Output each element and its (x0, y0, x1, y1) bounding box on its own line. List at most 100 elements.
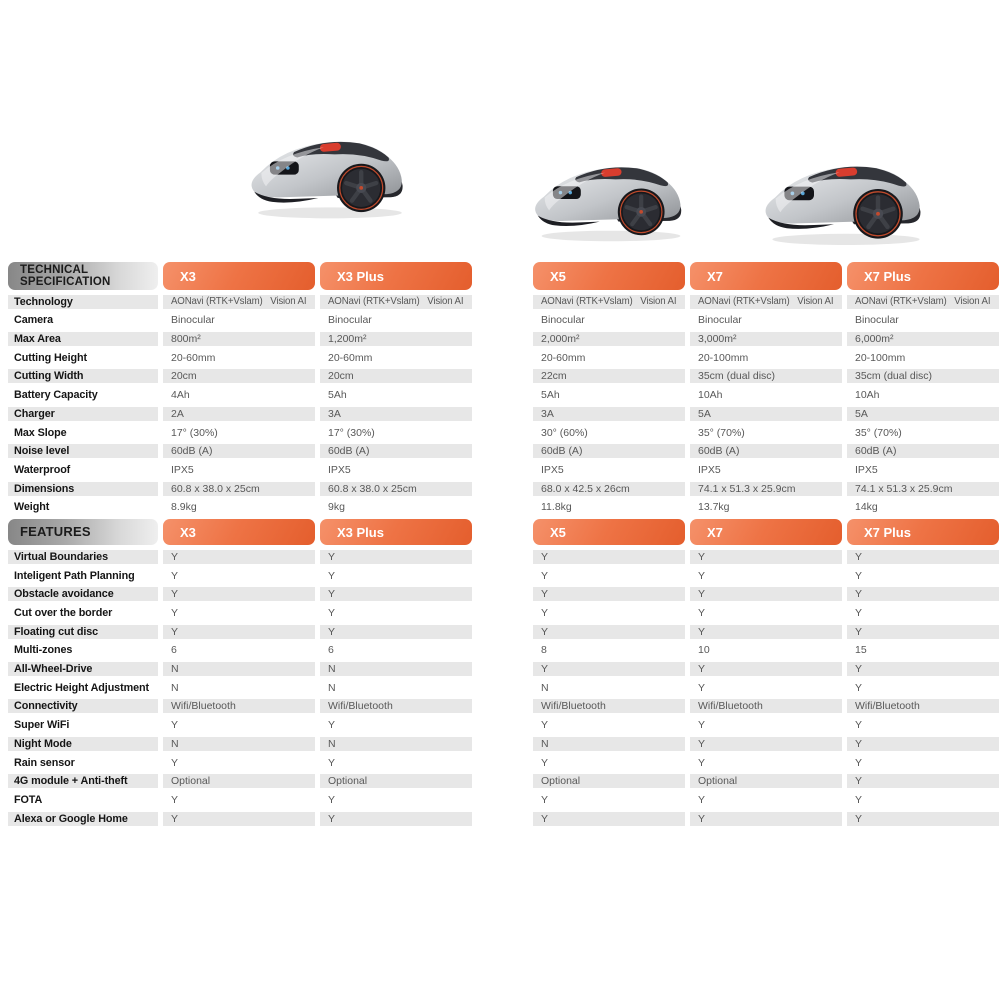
spec-value: 35° (70%) (855, 426, 902, 439)
spec-value: Y (533, 662, 685, 677)
spec-value: N (328, 681, 336, 694)
row-label: Cut over the border (14, 607, 113, 619)
spec-value: Y (163, 587, 315, 602)
spec-value: Wifi/Bluetooth (533, 699, 685, 714)
column-group-gap (477, 625, 528, 639)
spec-value: 3A (320, 406, 472, 421)
row-label: Technology (8, 294, 158, 309)
spec-value: 20-100mm (698, 351, 749, 364)
spec-value: Y (541, 719, 549, 732)
column-group-gap (477, 262, 528, 290)
spec-value: 6,000m² (847, 332, 999, 347)
technical-specification-table: TECHNICAL SPECIFICATION X3 X3 Plus X5 X7 X7 … (0, 262, 999, 514)
spec-value: Y (690, 811, 842, 826)
spec-value: 35cm (dual disc) (847, 369, 999, 384)
row-label: Virtual Boundaries (8, 549, 158, 564)
row-label: Noise level (8, 444, 158, 459)
row-label: Multi-zones (14, 644, 73, 657)
column-header-x7: X7 (690, 519, 842, 546)
spec-value: Y (533, 549, 685, 564)
spec-value: Y (320, 549, 472, 564)
row-label: Floating cut disc (8, 624, 158, 639)
row-label: Charger (8, 406, 158, 421)
spec-value: Wifi/Bluetooth (320, 699, 472, 714)
column-group-gap (477, 643, 528, 657)
spec-value: 1,200m² (320, 332, 472, 347)
row-label: 4G module + Anti-theft (8, 774, 158, 789)
spec-value: AONavi (RTK+Vslam) Vision AI (320, 294, 472, 309)
spec-value: 60.8 x 38.0 x 25cm (163, 481, 315, 496)
spec-value: 35° (70%) (698, 426, 745, 439)
spec-value: Wifi/Bluetooth (847, 699, 999, 714)
spec-value: Y (690, 662, 842, 677)
spec-value: Optional (690, 774, 842, 789)
column-group-gap (477, 519, 528, 545)
column-group-gap (477, 313, 528, 327)
spec-value: 15 (855, 644, 867, 657)
technical-specification-header: TECHNICAL SPECIFICATION (8, 262, 158, 290)
spec-value: 60dB (A) (163, 444, 315, 459)
spec-value: Y (847, 587, 999, 602)
spec-value: Y (855, 569, 863, 582)
column-group-gap (477, 407, 528, 421)
column-group-gap (477, 774, 528, 788)
column-header-x7-plus: X7 Plus (847, 262, 999, 290)
spec-value: Y (855, 756, 863, 769)
spec-value: Y (320, 624, 472, 639)
spec-value: 11.8kg (541, 501, 572, 514)
row-label: Super WiFi (14, 719, 70, 732)
column-group-gap (477, 699, 528, 713)
column-group-gap (477, 756, 528, 770)
robot-mower-x3-image (250, 141, 404, 219)
spec-value: Y (698, 719, 706, 732)
spec-value: Y (171, 756, 179, 769)
spec-value: 35cm (dual disc) (690, 369, 842, 384)
spec-value: N (171, 681, 179, 694)
spec-value: 6 (328, 644, 334, 657)
spec-value: 5Ah (541, 389, 560, 402)
spec-value: Y (328, 607, 336, 619)
column-group-gap (477, 332, 528, 346)
spec-value: Optional (533, 774, 685, 789)
row-label: Battery Capacity (14, 389, 98, 402)
spec-value: 8 (541, 644, 547, 657)
spec-value: 10Ah (698, 389, 723, 402)
robot-mower-x7-plus-image (764, 165, 922, 246)
column-header-x7-plus: X7 Plus (847, 519, 999, 546)
spec-value: Optional (320, 774, 472, 789)
spec-value: Y (171, 607, 179, 619)
column-group-gap (477, 351, 528, 365)
column-group-gap (477, 482, 528, 496)
spec-value: 5A (690, 406, 842, 421)
column-group-gap (477, 550, 528, 564)
spec-value: Y (847, 811, 999, 826)
spec-value: Optional (163, 774, 315, 789)
spec-value: 20-100mm (855, 351, 906, 364)
column-group-gap (477, 295, 528, 309)
spec-value: Y (541, 793, 549, 806)
spec-value: N (541, 681, 549, 694)
row-label: Max Area (8, 332, 158, 347)
spec-value: Y (690, 587, 842, 602)
spec-value: 20-60mm (171, 351, 216, 364)
spec-value: 60dB (A) (320, 444, 472, 459)
spec-value: Y (847, 549, 999, 564)
row-label: Camera (14, 314, 54, 327)
spec-value: IPX5 (698, 463, 721, 476)
spec-value: 68.0 x 42.5 x 26cm (533, 481, 685, 496)
spec-value: Y (698, 569, 706, 582)
column-group-gap (477, 369, 528, 383)
spec-value: Y (171, 719, 179, 732)
spec-value: 20-60mm (328, 351, 373, 364)
spec-value: 5A (847, 406, 999, 421)
column-group-gap (477, 463, 528, 477)
spec-value: Y (690, 736, 842, 751)
spec-value: 20cm (320, 369, 472, 384)
column-group-gap (477, 718, 528, 732)
row-label: All-Wheel-Drive (8, 662, 158, 677)
column-group-gap (477, 569, 528, 583)
spec-value: Y (698, 793, 706, 806)
spec-value: N (533, 736, 685, 751)
column-header-x5: X5 (533, 262, 685, 290)
